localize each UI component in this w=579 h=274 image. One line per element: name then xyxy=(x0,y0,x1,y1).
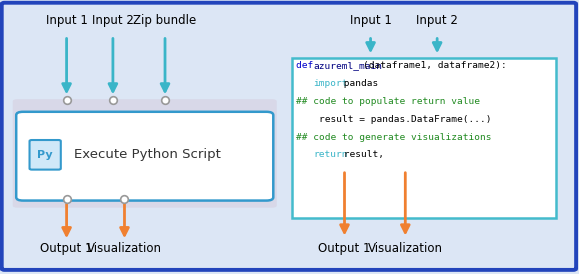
Text: Input 1: Input 1 xyxy=(46,15,87,27)
Text: azureml_main: azureml_main xyxy=(313,61,382,70)
Text: Visualization: Visualization xyxy=(87,242,162,255)
Text: return: return xyxy=(313,150,347,159)
Text: Execute Python Script: Execute Python Script xyxy=(74,148,221,161)
Text: Output 1: Output 1 xyxy=(41,242,93,255)
Text: import: import xyxy=(313,79,347,88)
Text: Visualization: Visualization xyxy=(368,242,443,255)
Text: def: def xyxy=(296,61,320,70)
Text: Input 2: Input 2 xyxy=(416,15,458,27)
Text: result,: result, xyxy=(338,150,384,159)
Text: (dataframe1, dataframe2):: (dataframe1, dataframe2): xyxy=(362,61,507,70)
Text: ## code to generate visualizations: ## code to generate visualizations xyxy=(296,133,492,141)
Text: Py: Py xyxy=(38,150,53,160)
Text: ## code to populate return value: ## code to populate return value xyxy=(296,97,481,106)
Text: result = pandas.DataFrame(...): result = pandas.DataFrame(...) xyxy=(296,115,492,124)
Text: pandas: pandas xyxy=(338,79,378,88)
FancyBboxPatch shape xyxy=(16,112,273,201)
FancyBboxPatch shape xyxy=(13,99,277,208)
Text: Zip bundle: Zip bundle xyxy=(133,15,197,27)
Text: Input 1: Input 1 xyxy=(350,15,391,27)
Text: Output 1: Output 1 xyxy=(318,242,371,255)
Text: Input 2: Input 2 xyxy=(92,15,134,27)
FancyBboxPatch shape xyxy=(30,140,61,170)
FancyBboxPatch shape xyxy=(292,58,556,218)
FancyBboxPatch shape xyxy=(2,3,576,270)
